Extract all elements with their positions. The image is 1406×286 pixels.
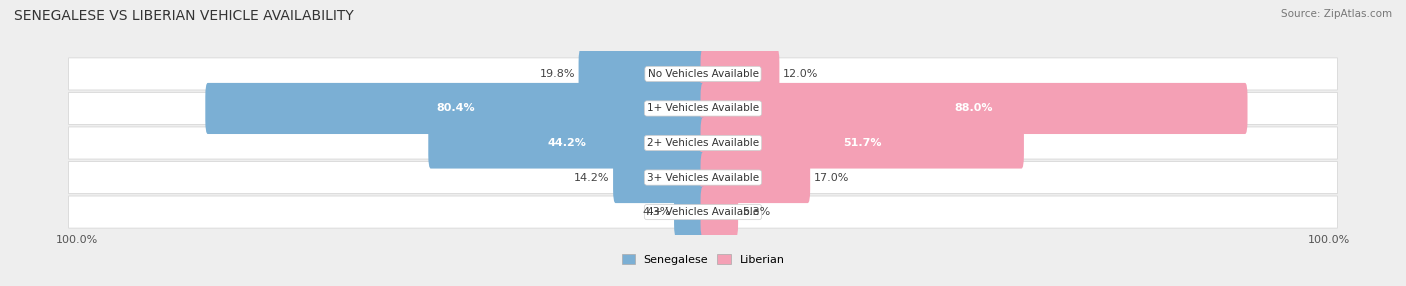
Text: 4+ Vehicles Available: 4+ Vehicles Available: [647, 207, 759, 217]
FancyBboxPatch shape: [700, 48, 779, 100]
Text: SENEGALESE VS LIBERIAN VEHICLE AVAILABILITY: SENEGALESE VS LIBERIAN VEHICLE AVAILABIL…: [14, 9, 354, 23]
Text: 19.8%: 19.8%: [540, 69, 575, 79]
Text: 88.0%: 88.0%: [955, 104, 993, 114]
FancyBboxPatch shape: [700, 118, 1024, 168]
Text: 12.0%: 12.0%: [783, 69, 818, 79]
Text: 100.0%: 100.0%: [1308, 235, 1350, 245]
Text: 2+ Vehicles Available: 2+ Vehicles Available: [647, 138, 759, 148]
Legend: Senegalese, Liberian: Senegalese, Liberian: [617, 250, 789, 269]
FancyBboxPatch shape: [700, 152, 810, 203]
FancyBboxPatch shape: [429, 118, 706, 168]
FancyBboxPatch shape: [69, 92, 1337, 124]
FancyBboxPatch shape: [69, 127, 1337, 159]
FancyBboxPatch shape: [613, 152, 706, 203]
FancyBboxPatch shape: [700, 186, 738, 238]
Text: 14.2%: 14.2%: [574, 172, 609, 182]
FancyBboxPatch shape: [700, 83, 1247, 134]
FancyBboxPatch shape: [69, 58, 1337, 90]
Text: 100.0%: 100.0%: [56, 235, 98, 245]
Text: No Vehicles Available: No Vehicles Available: [648, 69, 758, 79]
FancyBboxPatch shape: [673, 186, 706, 238]
Text: 80.4%: 80.4%: [436, 104, 475, 114]
Text: Source: ZipAtlas.com: Source: ZipAtlas.com: [1281, 9, 1392, 19]
Text: 44.2%: 44.2%: [547, 138, 586, 148]
FancyBboxPatch shape: [69, 196, 1337, 228]
Text: 3+ Vehicles Available: 3+ Vehicles Available: [647, 172, 759, 182]
Text: 51.7%: 51.7%: [844, 138, 882, 148]
Text: 17.0%: 17.0%: [814, 172, 849, 182]
FancyBboxPatch shape: [69, 162, 1337, 194]
Text: 1+ Vehicles Available: 1+ Vehicles Available: [647, 104, 759, 114]
Text: 4.3%: 4.3%: [643, 207, 671, 217]
FancyBboxPatch shape: [579, 48, 706, 100]
Text: 5.3%: 5.3%: [742, 207, 770, 217]
FancyBboxPatch shape: [205, 83, 706, 134]
